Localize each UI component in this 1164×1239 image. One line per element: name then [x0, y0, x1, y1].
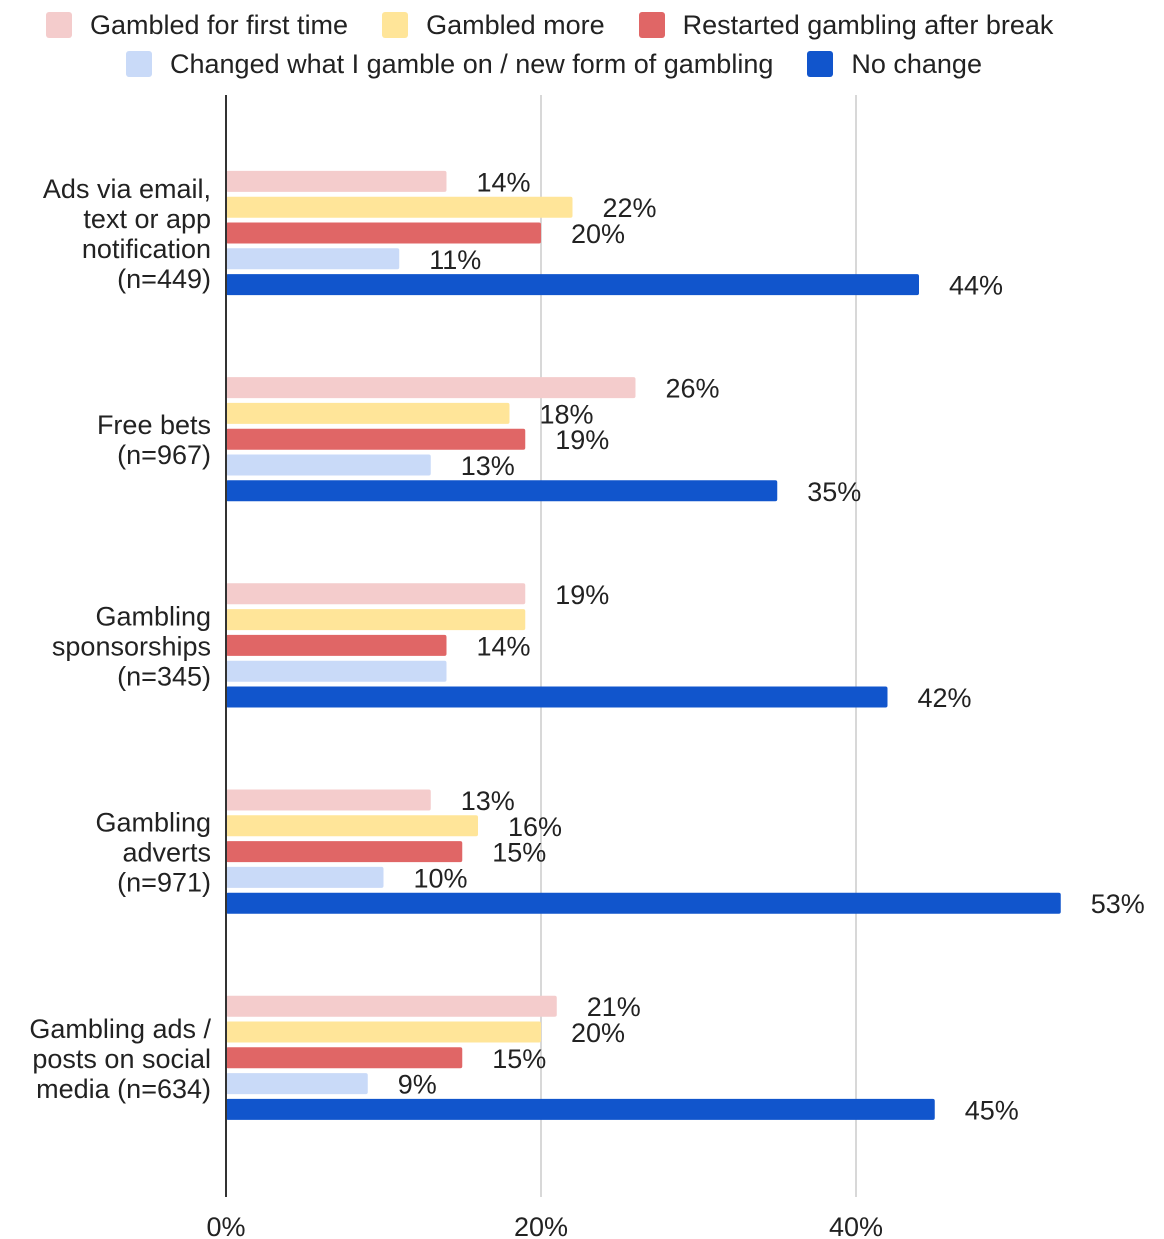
data-label: 45% [965, 1095, 1019, 1125]
category-label-line: Gambling [95, 808, 211, 838]
bar [226, 634, 447, 656]
x-tick-label: 20% [514, 1212, 568, 1239]
bar [226, 660, 447, 682]
data-label: 20% [571, 219, 625, 249]
bar [226, 815, 478, 837]
legend-swatch [126, 51, 152, 77]
category-label: Gambling sponsorships (n=345) [52, 601, 211, 691]
bar [226, 454, 431, 476]
data-label: 19% [555, 425, 609, 455]
category-label: Ads via email, text or app notification (n=… [43, 174, 211, 294]
data-label: 19% [555, 580, 609, 610]
category-label-line: sponsorships [52, 631, 211, 661]
bar [226, 789, 431, 811]
legend-swatch [807, 51, 834, 77]
category-label-line: Free bets [97, 410, 211, 440]
legend-label: Changed what I gamble on / new form of g… [170, 49, 774, 79]
bar [226, 892, 1061, 914]
legend-item: Gambled for first time [46, 10, 348, 40]
category-label-line: adverts [122, 838, 211, 868]
legend-row-2: Changed what I gamble on / new form of g… [126, 49, 982, 79]
data-label: 20% [571, 1018, 625, 1048]
legend-item: No change [807, 49, 982, 79]
bar [226, 686, 888, 708]
bar [226, 583, 526, 605]
legend-swatch [382, 12, 409, 38]
x-tick-label: 0% [206, 1212, 245, 1239]
data-label: 15% [492, 838, 546, 868]
bar [226, 196, 573, 218]
data-label: 18% [540, 399, 594, 429]
data-label: 35% [807, 477, 861, 507]
legend-label: No change [851, 49, 982, 79]
data-label: 26% [666, 374, 720, 404]
bar [226, 1073, 368, 1095]
data-label: 44% [949, 271, 1003, 301]
category-label-line: (n=345) [117, 661, 211, 691]
category-label-line: notification [82, 234, 211, 264]
legend-item: Restarted gambling after break [638, 10, 1054, 40]
legend-swatch [638, 12, 665, 38]
legend-row-1: Gambled for first time Gambled more Rest… [46, 10, 1053, 40]
category-label-line: (n=967) [117, 440, 211, 470]
category-label-line: media (n=634) [36, 1074, 211, 1104]
legend-label: Gambled more [426, 10, 605, 40]
category-label-line: Gambling ads / [29, 1014, 211, 1044]
data-label: 21% [587, 992, 641, 1022]
bar [226, 841, 463, 863]
data-label: 11% [429, 245, 481, 275]
bar [226, 274, 919, 296]
data-label: 16% [508, 812, 562, 842]
bar [226, 248, 400, 270]
data-label: 14% [477, 631, 531, 661]
bar [226, 1047, 463, 1069]
bar [226, 480, 778, 502]
data-label: 13% [461, 451, 515, 481]
category-label: Gambling ads / posts on social media (n=63… [29, 1014, 211, 1104]
legend-swatch [46, 12, 72, 38]
legend-item: Changed what I gamble on / new form of g… [126, 49, 773, 79]
legend-item: Gambled more [382, 10, 605, 40]
data-label: 14% [477, 167, 531, 197]
data-label: 13% [461, 786, 515, 816]
category-label: Free bets (n=967) [97, 410, 211, 470]
bar [226, 1098, 935, 1120]
bar [226, 609, 526, 631]
bar [226, 995, 557, 1017]
x-tick-label: 40% [829, 1212, 883, 1239]
bar [226, 428, 526, 450]
category-label-line: Gambling [95, 601, 211, 631]
category-label-line: Ads via email, [43, 174, 211, 204]
bar [226, 402, 510, 424]
category-label-line: posts on social [32, 1044, 211, 1074]
legend-label: Restarted gambling after break [682, 10, 1054, 40]
category-label-line: (n=971) [117, 868, 211, 898]
bar [226, 170, 447, 192]
category-label-line: (n=449) [117, 264, 211, 294]
category-label: Gambling adverts (n=971) [95, 808, 211, 898]
bar [226, 866, 384, 888]
data-label: 10% [414, 863, 468, 893]
bar [226, 377, 636, 399]
category-label-line: text or app [83, 204, 211, 234]
data-label: 42% [918, 683, 972, 713]
data-label: 53% [1091, 889, 1145, 919]
bar [226, 222, 541, 244]
data-label: 9% [398, 1070, 437, 1100]
data-label: 22% [603, 193, 657, 223]
bar [226, 1021, 541, 1043]
legend-label: Gambled for first time [90, 10, 349, 40]
data-label: 15% [492, 1044, 546, 1074]
